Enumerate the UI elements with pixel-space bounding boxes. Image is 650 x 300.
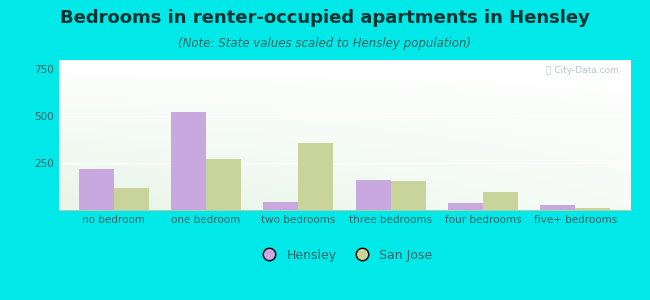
Bar <box>483 192 518 210</box>
Legend: Hensley, San Jose: Hensley, San Jose <box>252 244 437 267</box>
Bar <box>263 202 298 210</box>
Bar <box>171 112 206 210</box>
Bar <box>448 203 483 210</box>
Text: Ⓣ City-Data.com: Ⓣ City-Data.com <box>546 66 619 75</box>
Bar <box>575 208 610 210</box>
Bar <box>540 205 575 210</box>
Bar <box>206 159 241 210</box>
Text: Bedrooms in renter-occupied apartments in Hensley: Bedrooms in renter-occupied apartments i… <box>60 9 590 27</box>
Bar <box>79 169 114 210</box>
Bar <box>391 181 426 210</box>
Text: (Note: State values scaled to Hensley population): (Note: State values scaled to Hensley po… <box>179 38 471 50</box>
Bar <box>356 180 391 210</box>
Bar <box>114 188 149 210</box>
Bar <box>298 142 333 210</box>
